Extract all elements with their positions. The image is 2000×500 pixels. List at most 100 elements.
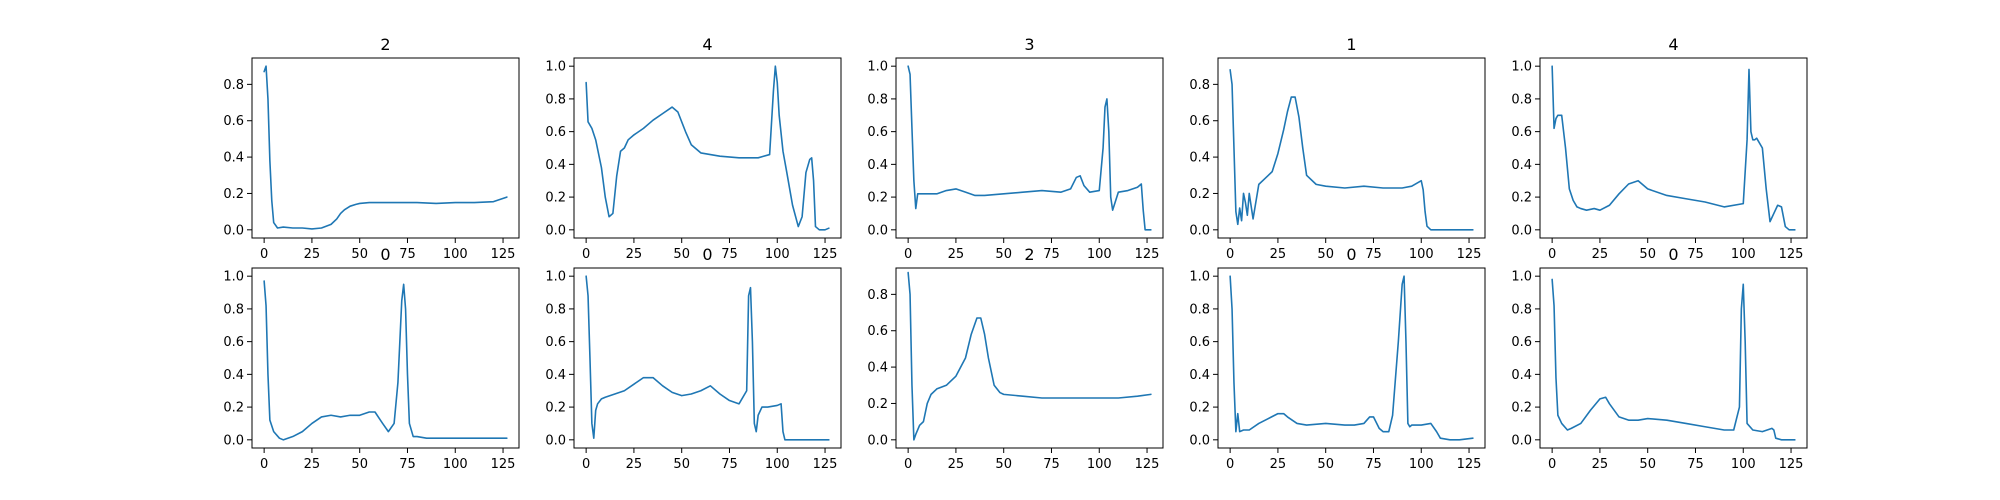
y-tick-label: 0.2 (867, 191, 888, 206)
y-tick-label: 0.6 (1511, 335, 1532, 350)
x-tick-label: 75 (1687, 457, 1704, 472)
x-tick-label: 100 (1731, 457, 1756, 472)
x-tick-label: 75 (721, 247, 738, 262)
y-tick-label: 0.6 (1189, 114, 1210, 129)
y-tick-label: 0.2 (867, 397, 888, 412)
x-tick-label: 100 (1409, 247, 1434, 262)
subplot-8: 0 25 50 75 100 125 0.0 0.2 0.4 0.6 0.8 2 (867, 245, 1164, 472)
x-tick-label: 0 (582, 247, 590, 262)
y-tick-label: 1.0 (867, 60, 888, 75)
x-tick-label: 125 (491, 247, 516, 262)
x-tick-label: 100 (1087, 247, 1112, 262)
x-tick-label: 50 (1317, 247, 1334, 262)
x-tick-label: 75 (721, 457, 738, 472)
y-tick-label: 0.2 (1189, 401, 1210, 416)
x-tick-label: 25 (948, 247, 965, 262)
series-line (1551, 278, 1796, 441)
x-tick-label: 75 (1365, 457, 1382, 472)
series-line (1551, 65, 1796, 231)
y-tick-label: 0.8 (223, 302, 244, 317)
x-tick-label: 25 (948, 457, 965, 472)
subplot-title: 0 (1668, 245, 1678, 264)
x-tick-label: 50 (1639, 247, 1656, 262)
subplot-title: 4 (702, 35, 712, 54)
x-tick-label: 50 (673, 247, 690, 262)
x-tick-label: 0 (1548, 457, 1556, 472)
axes-frame (1217, 57, 1486, 239)
x-tick-label: 25 (304, 457, 321, 472)
y-tick-label: 0.4 (545, 368, 566, 383)
x-tick-label: 125 (491, 457, 516, 472)
subplot-2: 0 25 50 75 100 125 0.0 0.2 0.4 0.6 0.8 1.0 4 (545, 35, 842, 262)
subplot-title: 0 (702, 245, 712, 264)
series-line (907, 65, 1152, 231)
x-tick-label: 100 (443, 247, 468, 262)
x-tick-label: 100 (1087, 457, 1112, 472)
x-tick-label: 100 (1409, 457, 1434, 472)
subplot-10: 0 25 50 75 100 125 0.0 0.2 0.4 0.6 0.8 1.0 0 (1511, 245, 1808, 472)
y-tick-label: 0.0 (867, 433, 888, 448)
y-tick-label: 0.8 (545, 92, 566, 107)
subplot-title: 0 (380, 245, 390, 264)
x-tick-label: 50 (1639, 457, 1656, 472)
y-tick-label: 0.8 (1511, 92, 1532, 107)
y-tick-label: 0.2 (545, 191, 566, 206)
x-tick-label: 25 (626, 247, 643, 262)
subplot-title: 2 (380, 35, 390, 54)
x-tick-label: 125 (1135, 247, 1160, 262)
x-tick-label: 25 (1592, 457, 1609, 472)
axes-frame (895, 57, 1164, 239)
x-tick-label: 0 (1548, 247, 1556, 262)
y-tick-label: 0.6 (1189, 335, 1210, 350)
y-tick-label: 0.6 (223, 335, 244, 350)
y-tick-label: 0.0 (1511, 223, 1532, 238)
y-tick-label: 0.6 (1511, 125, 1532, 140)
axes-frame (1539, 57, 1808, 239)
subplot-title: 2 (1024, 245, 1034, 264)
y-tick-label: 0.4 (1189, 368, 1210, 383)
subplot-1: 0 25 50 75 100 125 0.0 0.2 0.4 0.6 0.8 2 (223, 35, 520, 262)
y-tick-label: 1.0 (223, 270, 244, 285)
x-tick-label: 75 (1043, 247, 1060, 262)
y-tick-label: 0.8 (1511, 302, 1532, 317)
y-tick-label: 0.8 (1189, 302, 1210, 317)
subplot-6: 0 25 50 75 100 125 0.0 0.2 0.4 0.6 0.8 1.0 0 (223, 245, 520, 472)
axes-frame (1217, 267, 1486, 449)
subplot-5: 0 25 50 75 100 125 0.0 0.2 0.4 0.6 0.8 1.0 4 (1511, 35, 1808, 262)
y-tick-label: 0.6 (545, 125, 566, 140)
x-tick-label: 125 (1135, 457, 1160, 472)
y-tick-label: 0.8 (1189, 78, 1210, 93)
axes-frame (1539, 267, 1808, 449)
x-tick-label: 125 (813, 247, 838, 262)
y-tick-label: 1.0 (1511, 270, 1532, 285)
y-tick-label: 0.0 (1189, 433, 1210, 448)
series-line (1229, 275, 1474, 441)
y-tick-label: 0.0 (1189, 223, 1210, 238)
y-tick-label: 0.6 (867, 125, 888, 140)
x-tick-label: 50 (351, 457, 368, 472)
subplot-title: 3 (1024, 35, 1034, 54)
subplot-7: 0 25 50 75 100 125 0.0 0.2 0.4 0.6 0.8 1.0 0 (545, 245, 842, 472)
x-tick-label: 75 (1365, 247, 1382, 262)
y-tick-label: 0.0 (545, 433, 566, 448)
y-tick-label: 0.0 (545, 223, 566, 238)
x-tick-label: 0 (904, 247, 912, 262)
series-line (263, 280, 508, 441)
y-tick-label: 0.0 (867, 223, 888, 238)
y-tick-label: 0.4 (1511, 368, 1532, 383)
x-tick-label: 25 (1592, 247, 1609, 262)
y-tick-label: 0.4 (867, 158, 888, 173)
x-tick-label: 50 (673, 457, 690, 472)
subplot-title: 4 (1668, 35, 1678, 54)
y-tick-label: 0.8 (867, 92, 888, 107)
subplot-4: 0 25 50 75 100 125 0.0 0.2 0.4 0.6 0.8 1 (1189, 35, 1486, 262)
y-tick-label: 0.6 (867, 324, 888, 339)
y-tick-label: 1.0 (545, 60, 566, 75)
x-tick-label: 100 (443, 457, 468, 472)
x-tick-label: 75 (399, 457, 416, 472)
x-tick-label: 0 (582, 457, 590, 472)
x-tick-label: 25 (626, 457, 643, 472)
x-tick-label: 50 (995, 247, 1012, 262)
x-tick-label: 75 (1043, 457, 1060, 472)
